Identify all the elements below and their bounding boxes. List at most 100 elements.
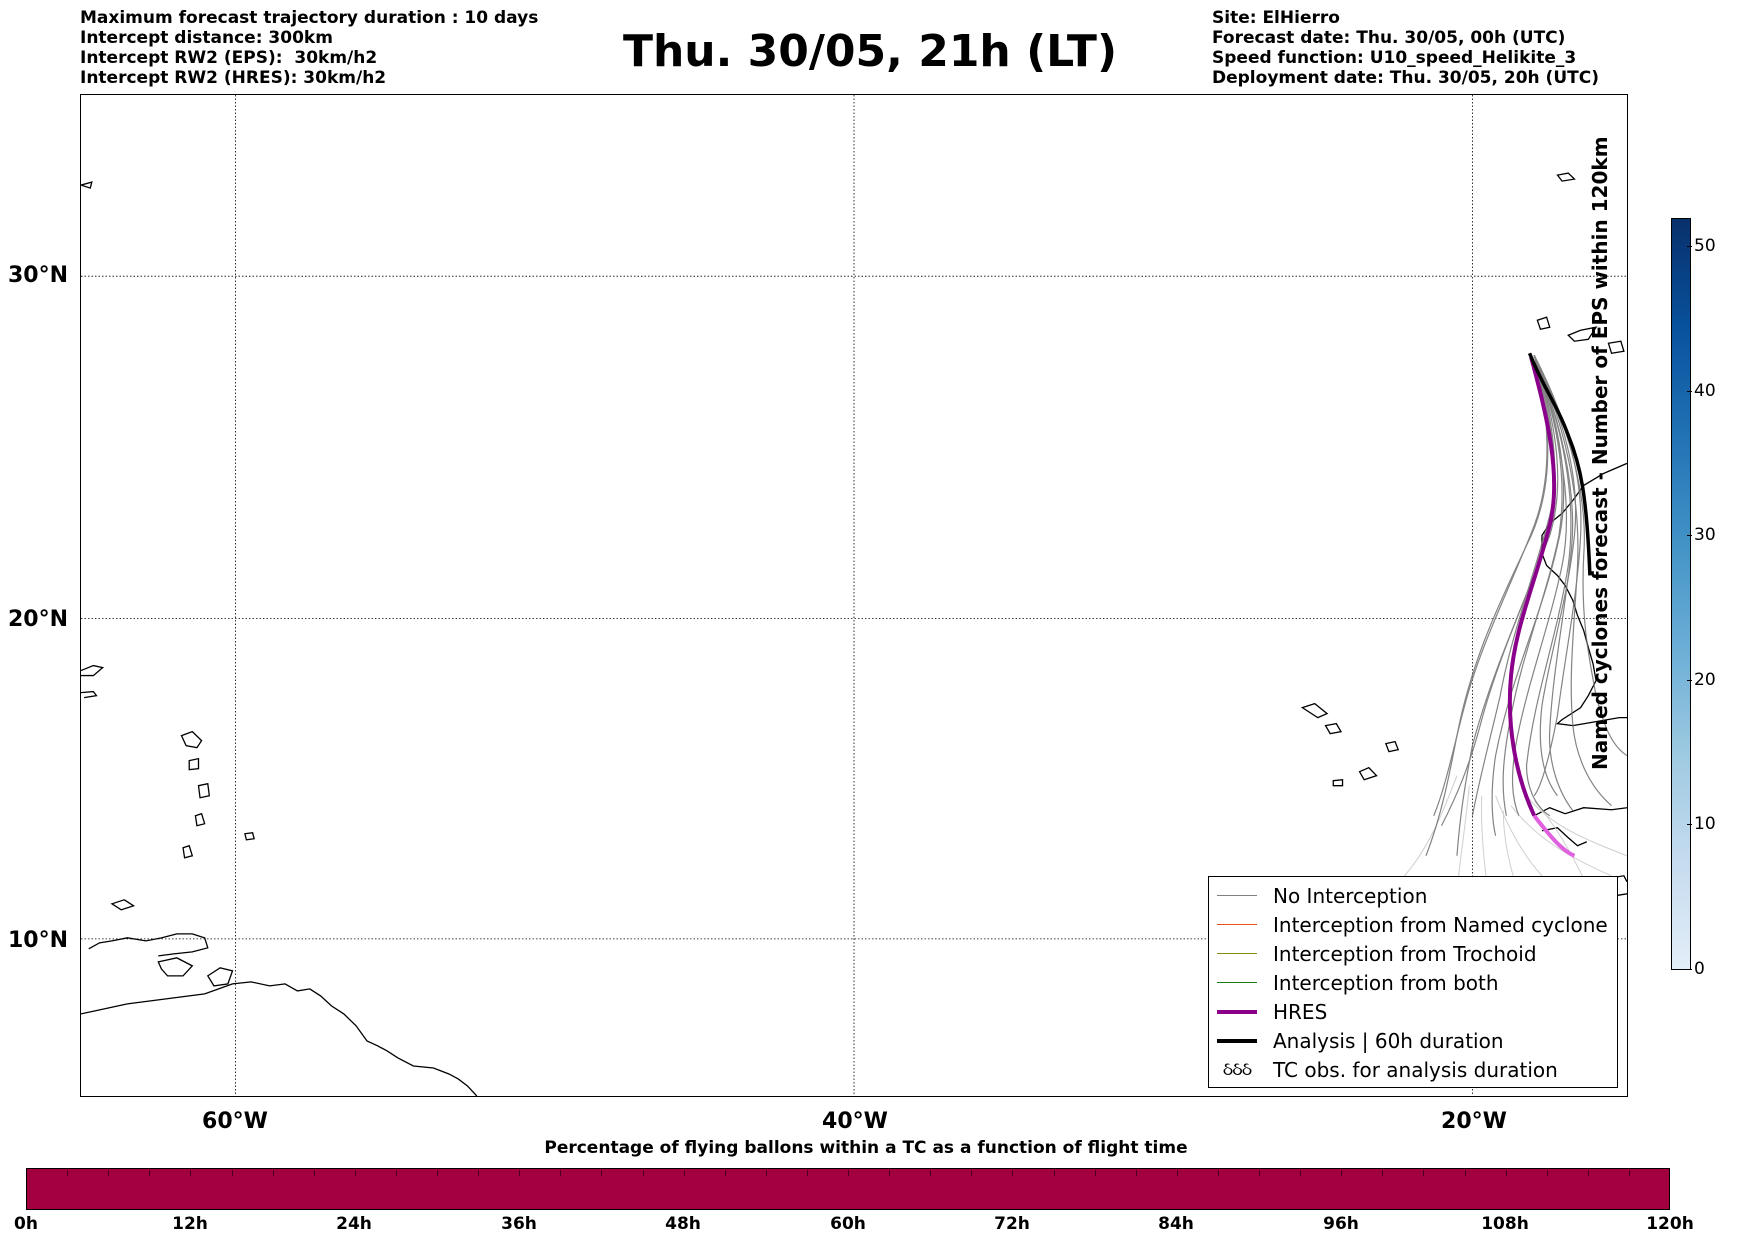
cbar-h-tickmark <box>1135 1170 1137 1176</box>
cbar-h-tickmark <box>67 1170 69 1176</box>
cbar-h-tickmark <box>1094 1170 1096 1176</box>
cbar-h-tickmark <box>1628 1170 1630 1176</box>
header-intercept-hres: Intercept RW2 (HRES): 30km/h2 <box>80 68 387 88</box>
cbar-h-tickmark <box>272 1170 274 1176</box>
cbar-v-tick-30: 30 <box>1694 525 1716 545</box>
cbar-h-tickmark <box>354 1170 356 1176</box>
caribbean-coast <box>89 934 208 956</box>
cbar-h-tickmark <box>149 1170 151 1176</box>
cbar-h-tickmark <box>1546 1170 1548 1176</box>
legend-item-hres: HRES <box>1209 997 1617 1026</box>
header-deployment-date: Deployment date: Thu. 30/05, 20h (UTC) <box>1212 68 1599 88</box>
analysis-trajectory <box>1530 353 1590 575</box>
cbar-h-tick: 36h <box>501 1214 537 1234</box>
canary-3 <box>1608 341 1623 353</box>
cbar-h-tickmark <box>1341 1170 1343 1176</box>
trinidad <box>158 958 192 976</box>
cbar-h-tickmark <box>683 1170 685 1176</box>
cbar-h-tickmark <box>1259 1170 1260 1176</box>
grenada-tobago <box>112 900 134 910</box>
cbar-h-tick: 108h <box>1481 1214 1529 1234</box>
legend-swatch-hres <box>1217 1009 1257 1014</box>
cbar-v-tick-50: 50 <box>1694 236 1716 256</box>
cbar-h-tickmark <box>806 1170 808 1176</box>
page-title: Thu. 30/05, 21h (LT) <box>622 26 1118 77</box>
lat-label-30n: 30°N <box>8 263 69 288</box>
cbar-h-tickmark <box>971 1170 973 1176</box>
lat-label-20n: 20°N <box>8 607 69 632</box>
legend-item-trochoid: Interception from Trochoid <box>1209 939 1617 968</box>
header-info-right: Site: ElHierro Forecast date: Thu. 30/05… <box>1212 8 1599 88</box>
cbar-h-tickmark <box>848 1170 849 1176</box>
cape-verde-4 <box>1360 768 1377 780</box>
cbar-h-tickmark <box>1012 1170 1014 1176</box>
cbar-h-tick: 84h <box>1158 1214 1194 1234</box>
cbar-h-tickmark <box>889 1170 891 1176</box>
cbar-h-tickmark <box>1587 1170 1589 1176</box>
map-canvas <box>81 95 1627 1096</box>
cbar-h-tick: 72h <box>994 1214 1030 1234</box>
cape-verde-2 <box>1326 724 1341 734</box>
canary-2 <box>1568 327 1596 341</box>
cbar-v-tickmark <box>1687 824 1692 825</box>
madeira <box>1557 173 1574 181</box>
legend-swatch-both <box>1217 981 1257 984</box>
cape-verde-3 <box>1386 742 1398 752</box>
cbar-h-tickmark <box>519 1170 521 1176</box>
venezuela-delta <box>208 968 233 986</box>
cbar-h-tick: 48h <box>665 1214 701 1234</box>
cbar-h-tick: 12h <box>172 1214 208 1234</box>
cbar-v-tick-20: 20 <box>1694 670 1716 690</box>
cape-verde-5 <box>1333 780 1342 786</box>
cbar-h-tickmark <box>601 1170 603 1176</box>
south-america-coast <box>81 982 477 1096</box>
header-speed-function: Speed function: U10_speed_Helikite_3 <box>1212 48 1577 68</box>
legend-label: Interception from Named cyclone <box>1273 912 1608 937</box>
cbar-h-tick: 24h <box>336 1214 372 1234</box>
cbar-v-tickmark <box>1687 535 1692 536</box>
cbar-h-tickmark <box>724 1170 726 1176</box>
small-island-a <box>81 182 92 188</box>
hres-trajectory <box>1510 357 1554 815</box>
cbar-h-tickmark <box>642 1170 644 1176</box>
legend-item-tc-obs: ઠઠઠ TC obs. for analysis duration <box>1209 1055 1617 1084</box>
cbar-h-tickmark <box>190 1170 192 1176</box>
cbar-v-tick-10: 10 <box>1694 814 1716 834</box>
cbar-h-tickmark <box>1423 1170 1425 1176</box>
barbados <box>245 833 254 840</box>
cbar-h-tickmark <box>765 1170 767 1176</box>
cbar-h-tick: 96h <box>1323 1214 1359 1234</box>
legend-label: HRES <box>1273 999 1328 1024</box>
lesser-antilles-7 <box>183 846 192 858</box>
africa-coast <box>1542 463 1627 725</box>
tc-symbol-icon: ઠઠઠ <box>1222 1059 1252 1080</box>
legend-label: Interception from both <box>1273 970 1499 995</box>
cbar-h-tickmark <box>1217 1170 1219 1176</box>
cbar-h-tickmark <box>1382 1170 1384 1176</box>
legend-label: Analysis | 60h duration <box>1273 1028 1504 1053</box>
legend-item-analysis: Analysis | 60h duration <box>1209 1026 1617 1055</box>
cbar-h-tickmark <box>478 1170 480 1176</box>
cbar-h-tick: 120h <box>1646 1214 1694 1234</box>
lon-label-20w: 20°W <box>1441 1109 1507 1134</box>
cbar-h-tickmark <box>1464 1170 1466 1176</box>
lesser-antilles-5 <box>198 784 209 798</box>
cbar-h-tickmark <box>395 1170 397 1176</box>
cbar-h-tickmark <box>1505 1170 1507 1176</box>
legend-item-both: Interception from both <box>1209 968 1617 997</box>
lesser-antilles-6 <box>195 814 204 826</box>
lat-label-10n: 10°N <box>8 928 69 953</box>
lon-label-40w: 40°W <box>822 1109 888 1134</box>
lesser-antilles-1 <box>81 666 103 676</box>
coastlines <box>81 173 1627 1096</box>
cbar-h-tick: 0h <box>14 1214 38 1234</box>
cbar-h-tickmark <box>1053 1170 1055 1176</box>
cbar-h-tickmark <box>1176 1170 1178 1176</box>
cbar-h-tickmark <box>231 1170 233 1176</box>
legend-label: TC obs. for analysis duration <box>1273 1057 1558 1082</box>
lesser-antilles-3 <box>181 732 201 748</box>
legend-swatch-no-interception <box>1217 894 1257 897</box>
cbar-h-tick: 60h <box>830 1214 866 1234</box>
legend-swatch-named-cyclone <box>1217 923 1257 926</box>
legend-item-no-interception: No Interception <box>1209 881 1617 910</box>
